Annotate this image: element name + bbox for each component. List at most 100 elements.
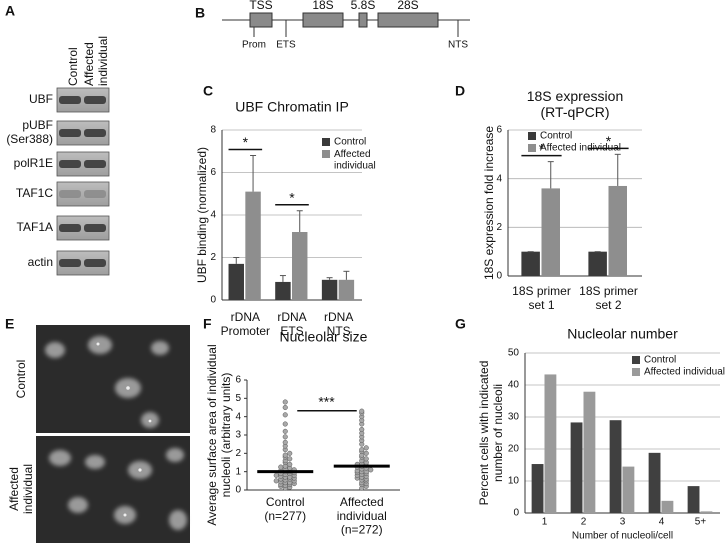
microscopy-control (36, 325, 190, 433)
text-line: (n=272) (341, 523, 383, 537)
x-tick-label: 18S primer set 2 (579, 284, 638, 312)
bar (544, 374, 557, 513)
y-tick-label: 6 (496, 125, 502, 136)
text-line: individual (96, 36, 110, 86)
blot-band (84, 129, 106, 137)
chart: 18S expression (RT-qPCR) 18S expression fo… (482, 88, 642, 312)
data-point (278, 464, 284, 470)
nucleoli (96, 342, 152, 423)
legend-swatch (528, 132, 536, 140)
x-tick-label: rDNA Promoter (221, 310, 270, 338)
x-tick-label: Affected individual (n=272) (337, 495, 387, 537)
bar (521, 251, 540, 276)
bar (661, 500, 674, 513)
blot-band (59, 160, 81, 168)
legend-label: Control (540, 131, 572, 142)
data-point (273, 478, 279, 484)
data-point (287, 461, 293, 467)
x-tick-label: 1 (542, 517, 548, 528)
region-box (249, 12, 273, 28)
cell (88, 336, 112, 354)
chart: Nucleolar number Percent cells with indic… (477, 326, 725, 542)
x-tick-label: 4 (659, 517, 665, 528)
text-line: Affected (334, 149, 371, 160)
significance-label: * (243, 134, 249, 150)
region-label: 18S (312, 0, 333, 12)
blot-row-label: polR1E (14, 156, 53, 170)
y-tick-label: 3 (235, 430, 241, 441)
region-label: 28S (397, 0, 418, 12)
x-tick-label: 18S primer set 1 (512, 284, 571, 312)
text-line: nucleoli (arbitrary units) (219, 373, 233, 498)
bar (583, 391, 596, 513)
blot-row-label: UBF (29, 92, 53, 106)
y-tick-label: 50 (508, 348, 520, 359)
panel-label: F (203, 316, 212, 332)
data-point (287, 450, 293, 456)
y-tick-label: 2 (496, 222, 502, 233)
text-line: rDNA (277, 310, 306, 324)
legend-label: Control (334, 137, 366, 148)
cell (68, 497, 88, 513)
y-tick-label: 6 (235, 375, 241, 386)
text-line: Percent cells with indicated (477, 361, 491, 506)
text-line: number of nucleoli (491, 384, 505, 482)
bar (338, 279, 355, 300)
y-tick-label: 5 (235, 393, 241, 404)
text-line: (n=277) (264, 509, 306, 523)
text-line: 18S expression (527, 88, 624, 104)
bar (570, 422, 583, 513)
blot-band (84, 96, 106, 104)
data-point (359, 426, 365, 433)
chart-title: UBF Chromatin IP (235, 99, 349, 115)
bar (609, 420, 622, 513)
blot-column-label: Control (66, 47, 80, 86)
y-tick-label: 0 (496, 271, 502, 282)
panel-label: G (455, 316, 466, 332)
bar (588, 251, 607, 276)
cell (85, 455, 105, 469)
bar (275, 281, 291, 300)
bar (321, 279, 338, 300)
data-point (359, 408, 365, 414)
legend-swatch (632, 368, 640, 376)
y-tick-label: 40 (508, 380, 520, 391)
panel-label: C (203, 83, 213, 99)
text-line: individual (337, 509, 387, 523)
bar (687, 486, 700, 513)
legend-swatch (322, 150, 330, 158)
cell (166, 448, 184, 462)
blot-row-label: pUBF (Ser388) (6, 118, 53, 146)
image-label: Control (14, 360, 28, 399)
text-line: rDNA (231, 310, 260, 324)
y-axis-label: Average surface area of individualnucleo… (205, 344, 233, 525)
legend-swatch (322, 138, 330, 146)
blot-band (59, 259, 81, 267)
cell (49, 450, 71, 466)
x-tick-label: 5+ (695, 517, 707, 528)
y-tick-label: 2 (235, 448, 241, 459)
data-point (282, 439, 288, 445)
legend-label: Affected individual (644, 367, 725, 378)
y-tick-label: 4 (210, 210, 216, 221)
image-frame (36, 325, 190, 433)
y-axis-label: UBF binding (normalized) (195, 147, 209, 283)
data-point (273, 472, 279, 478)
bar (608, 185, 627, 276)
significance-label: * (289, 189, 295, 205)
x-axis-label: Number of nucleoli/cell (572, 531, 673, 542)
text-line: Affected (7, 467, 21, 511)
x-tick-label: rDNA ETS (277, 310, 306, 338)
y-tick-label: 20 (508, 444, 520, 455)
y-tick-label: 0 (235, 485, 241, 496)
bar (622, 466, 635, 513)
blot-band (84, 190, 106, 198)
site-label: Prom (242, 40, 266, 51)
blot-band (84, 160, 106, 168)
text-line: Affected (340, 495, 384, 509)
nucleolus (138, 468, 142, 472)
text-line: Affected (82, 42, 96, 86)
significance-label: *** (318, 394, 335, 410)
text-line: Average surface area of individual (205, 344, 219, 525)
blot-band (59, 96, 81, 104)
